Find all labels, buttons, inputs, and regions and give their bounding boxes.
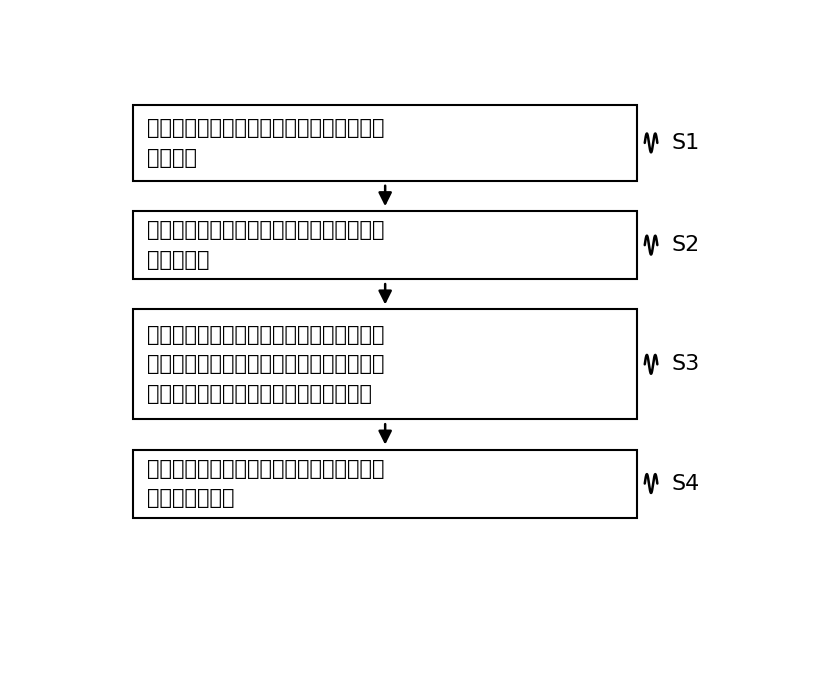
FancyBboxPatch shape [133,105,637,181]
FancyBboxPatch shape [133,449,637,517]
Text: 将氧氮化物陶瓷片进行除碳处理，得多孔钽
基氧氮化物陶瓷: 将氧氮化物陶瓷片进行除碳处理，得多孔钽 基氧氮化物陶瓷 [147,459,385,509]
Text: S4: S4 [672,473,700,494]
Text: S3: S3 [672,354,700,374]
Text: 将钽基氧氮化物粉研磨均匀后干燥，得氧氮
化物干粉: 将钽基氧氮化物粉研磨均匀后干燥，得氧氮 化物干粉 [147,118,385,168]
Text: 将氧氮化物干粉置于模具中进行模压成型，
得片状坯体: 将氧氮化物干粉置于模具中进行模压成型， 得片状坯体 [147,220,385,270]
FancyBboxPatch shape [133,211,637,279]
FancyBboxPatch shape [133,310,637,419]
Text: S1: S1 [672,133,700,153]
Text: 将片状坯体竖直放置于反应容器中且片状坯
体与反应容器间隔设置，在保护气氛下进行
无压放电等离子烧结，得氧氮化物陶瓷片: 将片状坯体竖直放置于反应容器中且片状坯 体与反应容器间隔设置，在保护气氛下进行 … [147,325,385,404]
Text: S2: S2 [672,235,700,255]
